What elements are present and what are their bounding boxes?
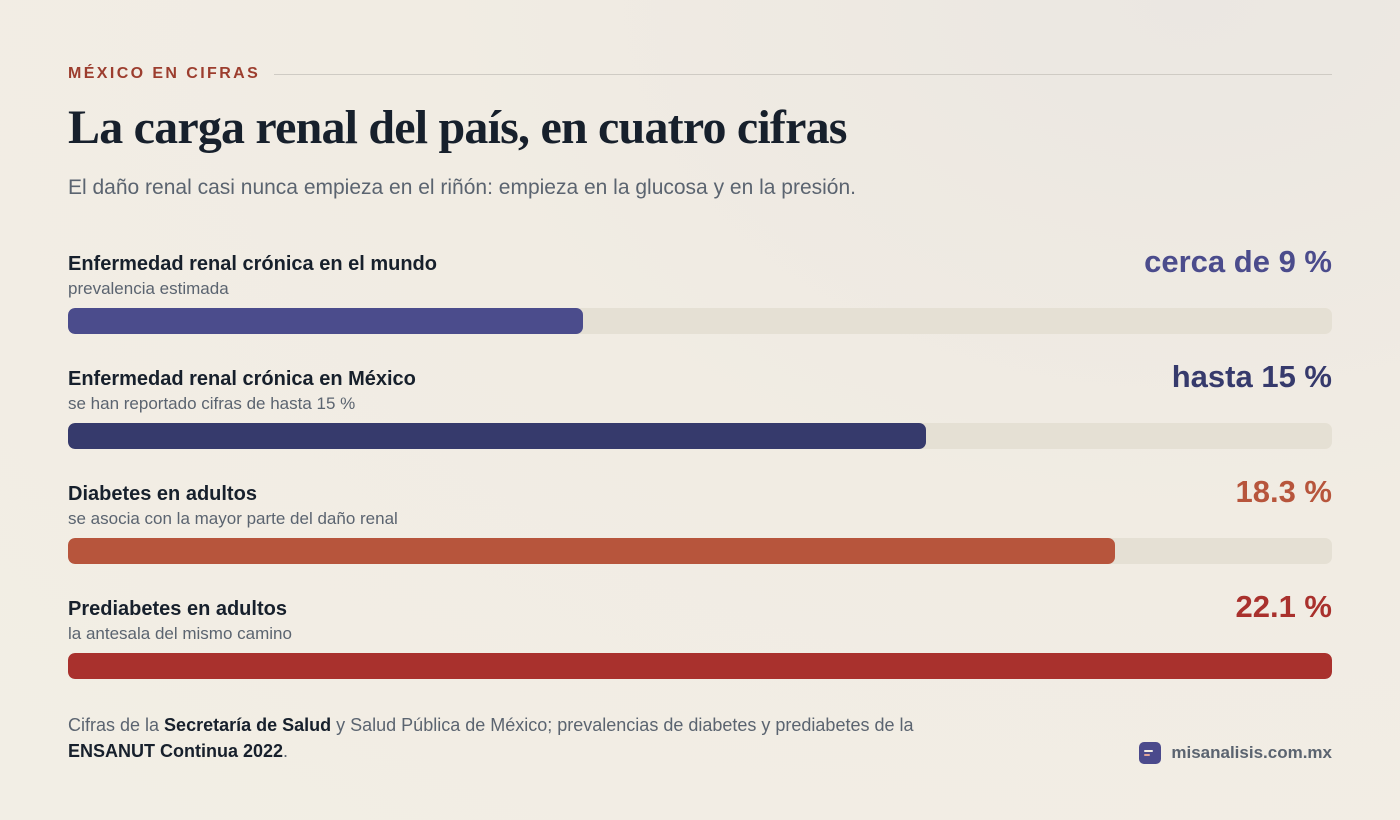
bar-row: Enfermedad renal crónica en México se ha…: [68, 359, 1332, 474]
bar-sublabel: prevalencia estimada: [68, 279, 229, 298]
bar-sublabel: la antesala del mismo camino: [68, 624, 292, 643]
bar-sublabel: se han reportado cifras de hasta 15 %: [68, 394, 356, 413]
bar-value-label: hasta 15 %: [1171, 359, 1332, 394]
bar-sublabel: se asocia con la mayor parte del daño re…: [68, 509, 398, 528]
bar-label: Diabetes en adultos: [68, 483, 257, 505]
bar-track: [68, 423, 1332, 449]
brand-name: misanalisis.com.mx: [1171, 743, 1332, 762]
brand: misanalisis.com.mx: [1139, 741, 1332, 765]
bar-row: Diabetes en adultos se asocia con la may…: [68, 474, 1332, 589]
eyebrow: MÉXICO EN CIFRAS: [68, 65, 261, 82]
source-secretaria: Secretaría de Salud: [164, 715, 332, 735]
source-text: Cifras de la: [68, 715, 165, 735]
bar-label: Prediabetes en adultos: [68, 598, 287, 620]
bar-fill: [68, 308, 583, 334]
page-title: La carga renal del país, en cuatro cifra…: [68, 101, 847, 154]
eyebrow-divider: [274, 73, 1332, 75]
source-text: y Salud Pública de México; prevalencias …: [331, 715, 914, 735]
bar-fill: [68, 423, 926, 449]
source-note: Cifras de la Secretaría de Salud y Salud…: [68, 712, 968, 764]
page-subtitle: El daño renal casi nunca empieza en el r…: [68, 176, 856, 199]
bar-row: Prediabetes en adultos la antesala del m…: [68, 589, 1332, 704]
bar-chart: Enfermedad renal crónica en el mundo pre…: [68, 244, 1332, 704]
bar-label: Enfermedad renal crónica en México: [68, 368, 416, 390]
chart-lines-icon: [1139, 742, 1162, 764]
bar-value-label: cerca de 9 %: [1144, 244, 1332, 279]
bar-row: Enfermedad renal crónica en el mundo pre…: [68, 244, 1332, 359]
source-text: .: [283, 741, 289, 761]
bar-value-label: 22.1 %: [1235, 589, 1332, 624]
bar-track: [68, 538, 1332, 564]
bar-value-label: 18.3 %: [1235, 474, 1332, 509]
bar-track: [68, 308, 1332, 334]
source-ensanut: ENSANUT Continua 2022: [68, 741, 284, 761]
eyebrow-row: MÉXICO EN CIFRAS: [68, 64, 1332, 84]
bar-label: Enfermedad renal crónica en el mundo: [68, 253, 437, 275]
bar-track: [68, 653, 1332, 679]
bar-fill: [68, 653, 1332, 679]
bar-fill: [68, 538, 1115, 564]
